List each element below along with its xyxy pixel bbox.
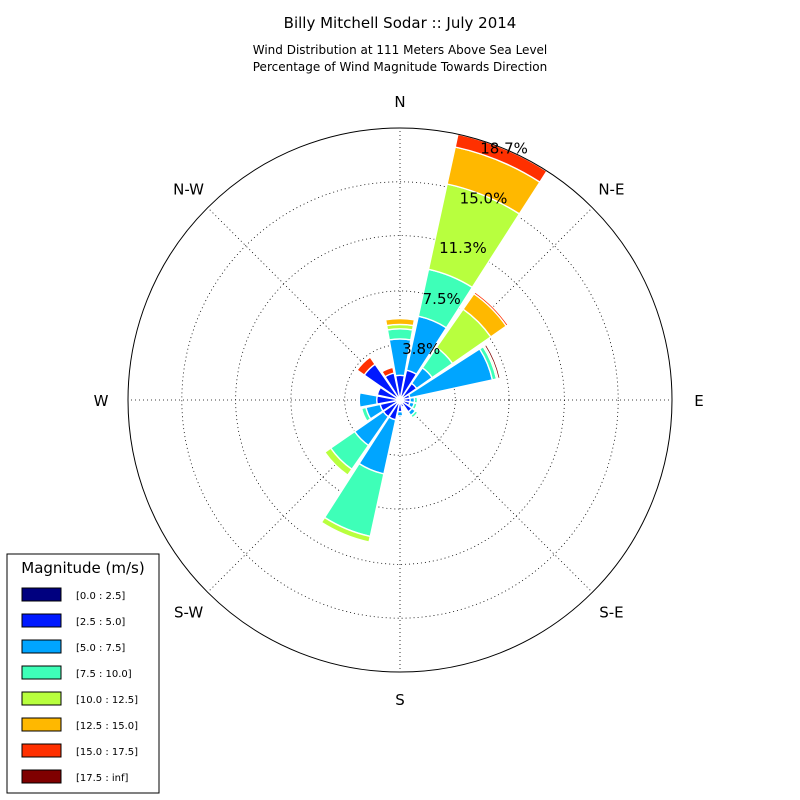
wind-bars: [320, 133, 548, 543]
chart-title: Billy Mitchell Sodar :: July 2014: [284, 14, 517, 32]
legend-label: [5.0 : 7.5]: [76, 643, 125, 654]
wind-bar-segment: [356, 356, 377, 377]
direction-label: E: [694, 392, 703, 410]
wind-bar-segment: [358, 391, 378, 409]
grid-spoke: [207, 399, 401, 593]
direction-label: N-W: [173, 181, 204, 199]
legend-swatch: [21, 613, 62, 628]
legend-label: [10.0 : 12.5]: [76, 695, 138, 706]
legend: Magnitude (m/s) [0.0 : 2.5] [2.5 : 5.0] [5…: [6, 553, 160, 794]
wind-bar-segment: [323, 447, 353, 477]
wind-bar-segment: [380, 366, 395, 378]
direction-label: N-E: [598, 181, 624, 199]
direction-label: S: [395, 691, 405, 709]
direction-labels: N N-E E S-E S S-W W N-W: [94, 93, 704, 709]
wind-bar-segment: [360, 406, 372, 423]
outer-circle: [127, 127, 673, 673]
legend-swatch: [21, 769, 62, 784]
wind-bar-segment: [386, 328, 414, 341]
grid-spoke: [399, 207, 593, 401]
legend-swatch: [21, 665, 62, 680]
wind-bar-segment: [384, 317, 416, 327]
polar-grid: [128, 128, 672, 672]
wind-bar-segment: [472, 290, 510, 328]
direction-label: N: [394, 93, 405, 111]
legend-swatch: [21, 743, 62, 758]
legend-items: [0.0 : 2.5] [2.5 : 5.0] [5.0 : 7.5] [7.5 : …: [21, 587, 138, 784]
radial-tick-labels: 3.8% 7.5% 11.3% 15.0% 18.7%: [402, 140, 528, 358]
legend-label: [17.5 : inf]: [76, 773, 129, 784]
grid-spoke: [399, 399, 593, 593]
wind-bar-segment: [376, 386, 399, 401]
legend-label: [0.0 : 2.5]: [76, 591, 125, 602]
chart-subtitle-line-2: Percentage of Wind Magnitude Towards Dir…: [253, 60, 547, 74]
grid-ring: [290, 290, 510, 510]
radial-tick-label: 11.3%: [439, 239, 487, 257]
legend-swatch: [21, 639, 62, 654]
wind-bar-segment: [483, 343, 502, 380]
radial-tick-label: 3.8%: [402, 340, 440, 358]
legend-label: [2.5 : 5.0]: [76, 617, 125, 628]
radial-tick-label: 15.0%: [460, 189, 508, 207]
chart-subtitle-line-1: Wind Distribution at 111 Meters Above Se…: [253, 43, 548, 57]
wind-bar-segment: [320, 516, 372, 543]
wind-bar-segment: [409, 409, 419, 419]
grid-spoke: [207, 207, 401, 401]
direction-label: S-W: [174, 603, 203, 621]
direction-label: W: [94, 392, 109, 410]
direction-label: S-E: [599, 603, 623, 621]
legend-label: [15.0 : 17.5]: [76, 747, 138, 758]
legend-swatch: [21, 691, 62, 706]
radial-tick-label: 18.7%: [480, 140, 528, 158]
legend-label: [12.5 : 15.0]: [76, 721, 138, 732]
radial-tick-label: 7.5%: [423, 290, 461, 308]
legend-label: [7.5 : 10.0]: [76, 669, 132, 680]
wind-bar-segment: [413, 396, 419, 404]
legend-swatch: [21, 587, 62, 602]
grid-ring: [181, 181, 619, 619]
legend-title: Magnitude (m/s): [21, 559, 144, 577]
legend-swatch: [21, 717, 62, 732]
